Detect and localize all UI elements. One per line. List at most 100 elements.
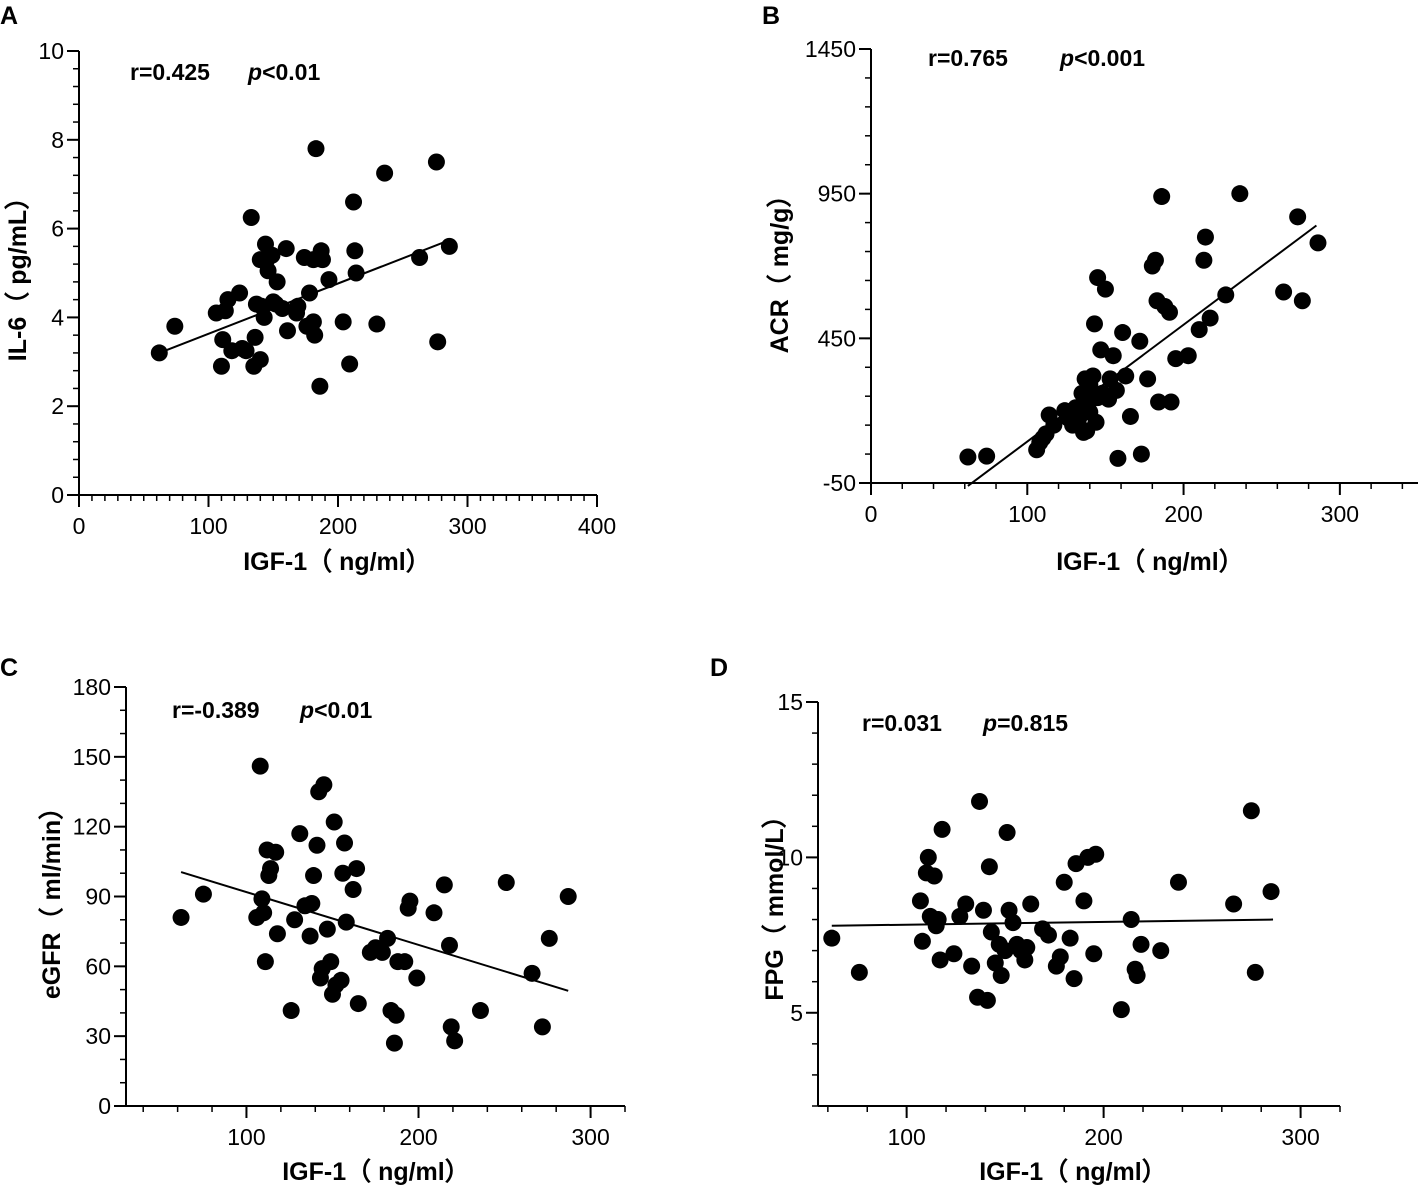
data-point bbox=[1275, 283, 1293, 301]
data-point bbox=[1162, 393, 1180, 411]
x-tick-label: 300 bbox=[1281, 1124, 1319, 1150]
data-point bbox=[267, 843, 285, 861]
data-point bbox=[1045, 416, 1063, 434]
x-tick-label: 400 bbox=[578, 513, 616, 539]
correlation-r: r=-0.389 bbox=[172, 697, 260, 723]
data-point bbox=[1112, 1001, 1130, 1019]
data-point bbox=[1146, 251, 1164, 269]
data-point bbox=[150, 344, 168, 362]
panel-letter: A bbox=[0, 2, 18, 30]
data-point bbox=[313, 251, 331, 269]
data-point bbox=[1150, 393, 1168, 411]
x-tick-label: 300 bbox=[448, 513, 486, 539]
data-point bbox=[322, 953, 340, 971]
data-point bbox=[251, 757, 269, 775]
data-point bbox=[1121, 407, 1139, 425]
data-point bbox=[304, 313, 322, 331]
data-point bbox=[376, 164, 394, 182]
correlation-r: r=0.031 bbox=[862, 710, 942, 736]
data-point bbox=[1018, 939, 1036, 957]
data-point bbox=[1065, 970, 1083, 988]
data-point bbox=[533, 1018, 551, 1036]
data-point bbox=[913, 932, 931, 950]
x-tick-label: 300 bbox=[1321, 501, 1359, 527]
data-point bbox=[289, 297, 307, 315]
data-point bbox=[255, 904, 273, 922]
data-point bbox=[1085, 945, 1103, 963]
data-point bbox=[1293, 292, 1311, 310]
data-point bbox=[305, 867, 323, 885]
data-point bbox=[1196, 228, 1214, 246]
data-point bbox=[1128, 966, 1146, 984]
y-tick-label: 450 bbox=[818, 325, 856, 351]
data-point bbox=[425, 904, 443, 922]
data-point bbox=[373, 943, 391, 961]
data-point bbox=[349, 995, 367, 1013]
y-tick-label: 30 bbox=[85, 1023, 111, 1049]
data-point bbox=[933, 820, 951, 838]
data-point bbox=[344, 881, 362, 899]
x-tick-label: 200 bbox=[1164, 501, 1202, 527]
panel-letter: C bbox=[0, 654, 18, 682]
data-point bbox=[1246, 963, 1264, 981]
data-point bbox=[1087, 845, 1105, 863]
data-point bbox=[1217, 286, 1235, 304]
data-point bbox=[268, 925, 286, 943]
data-point bbox=[1022, 895, 1040, 913]
regression-line bbox=[831, 918, 1274, 927]
data-point bbox=[334, 313, 352, 331]
data-point bbox=[345, 193, 363, 211]
p-symbol: p bbox=[1059, 45, 1074, 71]
data-point bbox=[332, 971, 350, 989]
x-tick-label: 100 bbox=[887, 1124, 925, 1150]
panel-b: B r=0.765 p<0.001 IGF-1（ ng/ml） ACR（ mg/… bbox=[762, 2, 1418, 576]
data-point bbox=[1131, 332, 1149, 350]
correlation-p: p<0.01 bbox=[299, 697, 372, 723]
data-point bbox=[286, 911, 304, 929]
correlation-p: p=0.815 bbox=[982, 710, 1068, 736]
y-tick-label: 0 bbox=[98, 1093, 111, 1119]
data-point bbox=[237, 342, 255, 360]
y-axis-label: IL-6（ pg/mL） bbox=[3, 185, 32, 361]
data-point bbox=[559, 888, 577, 905]
data-point bbox=[1051, 948, 1069, 966]
data-point bbox=[408, 969, 426, 987]
y-tick-label: 150 bbox=[73, 744, 111, 770]
data-point bbox=[427, 153, 445, 171]
data-point bbox=[411, 248, 429, 266]
y-tick-label: 8 bbox=[51, 127, 64, 153]
data-point bbox=[978, 447, 996, 465]
data-point bbox=[347, 264, 365, 282]
data-point bbox=[348, 860, 366, 878]
data-point bbox=[974, 901, 992, 919]
data-point bbox=[253, 890, 271, 908]
x-tick-label: 100 bbox=[227, 1124, 265, 1150]
data-point bbox=[246, 328, 264, 346]
y-tick-label: 4 bbox=[51, 304, 64, 330]
data-point bbox=[1039, 926, 1057, 944]
y-tick-label: 180 bbox=[73, 674, 111, 700]
p-symbol: p bbox=[982, 710, 997, 736]
data-point bbox=[263, 246, 281, 264]
data-point bbox=[1114, 324, 1132, 342]
x-tick-label: 200 bbox=[319, 513, 357, 539]
correlation-p: p<0.01 bbox=[247, 59, 320, 85]
x-tick-label: 200 bbox=[399, 1124, 437, 1150]
data-point bbox=[307, 140, 325, 158]
data-point bbox=[1132, 445, 1150, 463]
data-point bbox=[315, 776, 333, 794]
data-point bbox=[440, 237, 458, 255]
regression-line bbox=[967, 224, 1318, 487]
data-point bbox=[368, 315, 386, 333]
data-point bbox=[379, 929, 397, 947]
data-point bbox=[1085, 315, 1103, 333]
p-value: =0.815 bbox=[997, 710, 1068, 736]
data-point bbox=[1153, 188, 1171, 206]
data-point bbox=[1195, 251, 1213, 269]
data-point bbox=[291, 825, 309, 843]
data-point bbox=[301, 927, 319, 945]
data-point bbox=[963, 957, 981, 975]
data-point bbox=[980, 858, 998, 876]
data-point bbox=[273, 300, 291, 318]
